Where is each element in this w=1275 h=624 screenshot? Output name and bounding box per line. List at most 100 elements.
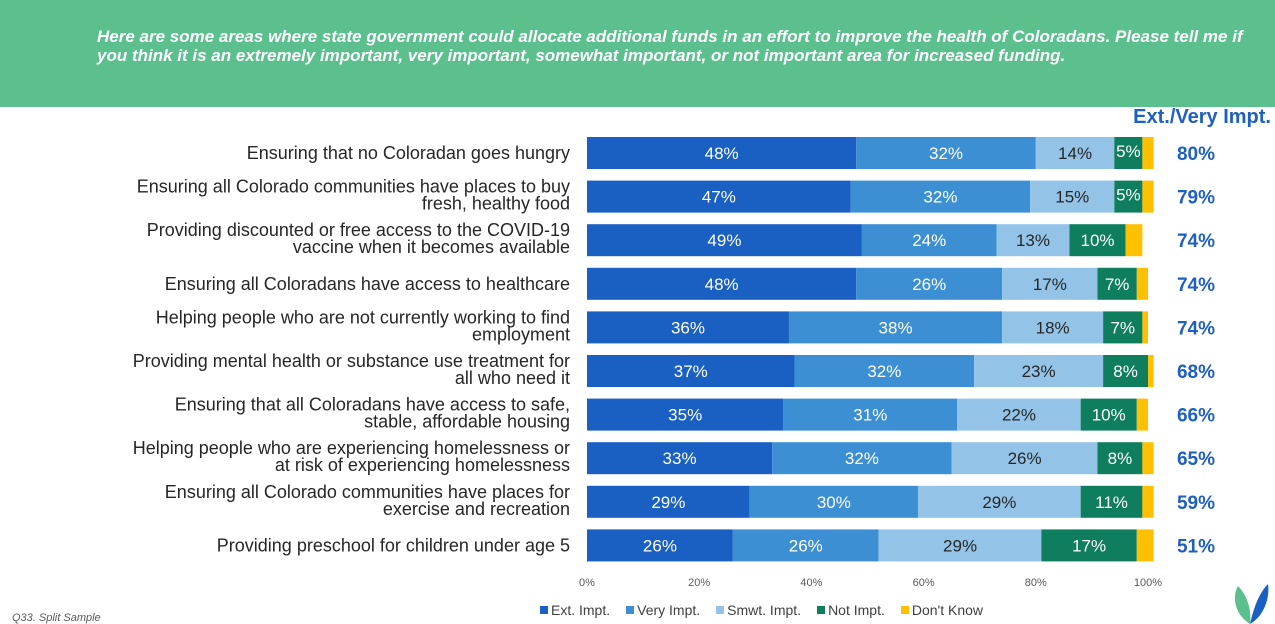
legend-item: Not Impt. xyxy=(817,602,885,618)
data-label: 37% xyxy=(674,362,708,381)
bar-segment xyxy=(587,355,795,387)
bar-segment xyxy=(587,311,789,344)
data-label: 22% xyxy=(1002,406,1036,425)
data-label: 48% xyxy=(705,144,739,163)
data-label: 10% xyxy=(1080,231,1114,250)
bar-segment xyxy=(587,224,862,257)
legend-label: Very Impt. xyxy=(637,602,701,618)
data-label: 23% xyxy=(1022,362,1056,381)
data-label: 35% xyxy=(668,406,702,425)
bar-segment xyxy=(587,180,851,213)
summary-value: 74% xyxy=(1177,275,1215,296)
data-label: 33% xyxy=(663,449,697,468)
bar-segment xyxy=(1142,137,1154,169)
data-label: 29% xyxy=(982,493,1016,512)
bar-segment xyxy=(1002,311,1104,344)
bar-segment xyxy=(587,137,857,169)
bar-segment xyxy=(794,355,975,387)
leaf-logo-icon xyxy=(1234,584,1269,624)
legend-label: Smwt. Impt. xyxy=(727,602,802,618)
summary-value: 74% xyxy=(1177,318,1215,339)
bar-segment xyxy=(850,180,1031,213)
x-tick-label: 20% xyxy=(688,577,710,589)
data-label: 7% xyxy=(1105,275,1130,294)
bar-segment xyxy=(1069,224,1126,257)
legend-swatch xyxy=(626,606,635,614)
category-label: Providing discounted or free access to t… xyxy=(147,220,570,257)
bar-segment xyxy=(974,355,1104,387)
bar-segment xyxy=(587,485,750,518)
data-label: 47% xyxy=(702,188,736,207)
bar-segment xyxy=(1080,485,1143,518)
category-label: Ensuring all Colorado communities have p… xyxy=(165,482,570,519)
bar-segment xyxy=(878,529,1042,562)
category-label: Ensuring all Colorado communities have p… xyxy=(137,177,570,214)
data-label: 30% xyxy=(817,493,851,512)
legend-item: Don't Know xyxy=(900,602,983,618)
data-label: 8% xyxy=(1113,362,1138,381)
x-tick-label: 0% xyxy=(579,577,595,589)
data-label: 26% xyxy=(789,536,823,555)
bar-segment xyxy=(788,311,1003,344)
legend-swatch xyxy=(716,606,725,614)
data-label: 31% xyxy=(853,406,887,425)
bar-segment xyxy=(587,398,784,431)
category-label: Helping people who are experiencing home… xyxy=(133,438,570,475)
x-tick-label: 100% xyxy=(1134,577,1162,589)
bar-segment xyxy=(1041,529,1137,562)
bar-segment xyxy=(1142,311,1148,344)
category-label: Providing mental health or substance use… xyxy=(133,351,570,388)
data-label: 7% xyxy=(1110,318,1135,337)
summary-value: 59% xyxy=(1177,493,1215,514)
category-label: Ensuring that all Coloradans have access… xyxy=(175,395,570,432)
bar-segment xyxy=(957,398,1081,431)
data-label: 18% xyxy=(1036,318,1070,337)
summary-value: 68% xyxy=(1177,362,1215,383)
data-label: 15% xyxy=(1055,188,1089,207)
bar-segment xyxy=(772,442,952,475)
category-label: Ensuring that no Coloradan goes hungry xyxy=(247,143,570,163)
bar-segment xyxy=(856,137,1036,169)
bar-segment xyxy=(1097,442,1143,475)
bar-segment xyxy=(1002,267,1098,300)
data-label: 26% xyxy=(1008,449,1042,468)
bar-segment xyxy=(1136,398,1148,431)
category-label: Helping people who are not currently wor… xyxy=(156,307,570,344)
bar-segment xyxy=(1142,485,1154,518)
data-label: 48% xyxy=(705,275,739,294)
data-label: 38% xyxy=(879,318,913,337)
legend-item: Very Impt. xyxy=(626,602,700,618)
x-tick-label: 60% xyxy=(913,577,935,589)
bar-segment xyxy=(1114,180,1143,213)
bar-segment xyxy=(1097,267,1137,300)
data-label: 32% xyxy=(923,188,957,207)
bar-segment xyxy=(587,442,773,475)
bar-segment xyxy=(1142,442,1154,475)
data-label: 29% xyxy=(943,536,977,555)
summary-value: 74% xyxy=(1177,231,1215,252)
bar-segment xyxy=(1030,180,1115,213)
bar-segment xyxy=(587,267,857,300)
legend-label: Not Impt. xyxy=(828,602,885,618)
bar-segment xyxy=(996,224,1070,257)
legend-item: Ext. Impt. xyxy=(540,602,610,618)
legend-swatch xyxy=(817,606,826,614)
bar-segment xyxy=(1103,311,1143,344)
data-label: 14% xyxy=(1058,144,1092,163)
summary-value: 66% xyxy=(1177,406,1215,427)
summary-value: 79% xyxy=(1177,188,1215,209)
data-label: 13% xyxy=(1016,231,1050,250)
category-label: Ensuring all Coloradans have access to h… xyxy=(165,274,570,294)
bar-segment xyxy=(732,529,879,562)
legend-item: Smwt. Impt. xyxy=(716,602,801,618)
data-label: 26% xyxy=(912,275,946,294)
data-label: 5% xyxy=(1116,142,1141,161)
summary-header: Ext./Very Impt. xyxy=(1133,106,1271,128)
bar-segment xyxy=(1142,180,1154,213)
bar-segment xyxy=(1125,224,1143,257)
data-label: 29% xyxy=(651,493,685,512)
bar-segment xyxy=(861,224,997,257)
question-text: Here are some areas where state governme… xyxy=(97,27,1243,65)
data-label: 5% xyxy=(1116,186,1141,205)
question-banner: Here are some areas where state governme… xyxy=(0,0,1275,107)
